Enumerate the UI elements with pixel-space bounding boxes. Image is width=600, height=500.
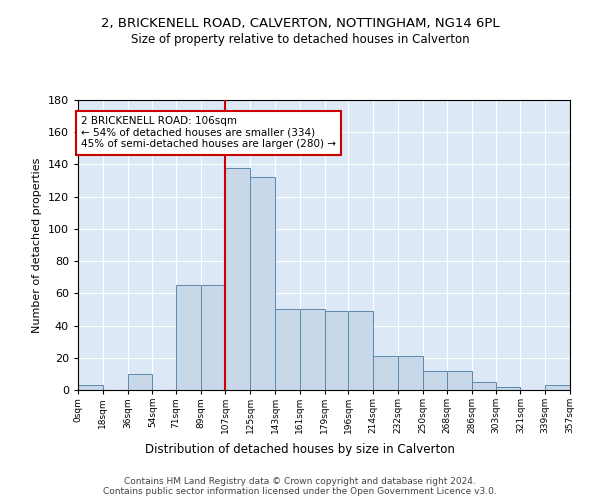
- Bar: [250, 178, 275, 390]
- Bar: [226, 168, 250, 390]
- Bar: [348, 311, 373, 390]
- Bar: [373, 356, 398, 390]
- Text: Contains public sector information licensed under the Open Government Licence v3: Contains public sector information licen…: [103, 488, 497, 496]
- Bar: [78, 385, 103, 390]
- Bar: [128, 374, 152, 390]
- Text: Distribution of detached houses by size in Calverton: Distribution of detached houses by size …: [145, 442, 455, 456]
- Bar: [176, 286, 200, 390]
- Bar: [275, 310, 300, 390]
- Bar: [300, 310, 325, 390]
- Bar: [398, 356, 422, 390]
- Text: 2 BRICKENELL ROAD: 106sqm
← 54% of detached houses are smaller (334)
45% of semi: 2 BRICKENELL ROAD: 106sqm ← 54% of detac…: [81, 116, 336, 150]
- Bar: [448, 370, 472, 390]
- Bar: [545, 385, 570, 390]
- Bar: [496, 387, 520, 390]
- Bar: [422, 370, 448, 390]
- Text: Size of property relative to detached houses in Calverton: Size of property relative to detached ho…: [131, 32, 469, 46]
- Bar: [200, 286, 226, 390]
- Text: Contains HM Land Registry data © Crown copyright and database right 2024.: Contains HM Land Registry data © Crown c…: [124, 478, 476, 486]
- Bar: [472, 382, 496, 390]
- Text: 2, BRICKENELL ROAD, CALVERTON, NOTTINGHAM, NG14 6PL: 2, BRICKENELL ROAD, CALVERTON, NOTTINGHA…: [101, 18, 499, 30]
- Y-axis label: Number of detached properties: Number of detached properties: [32, 158, 42, 332]
- Bar: [325, 311, 348, 390]
